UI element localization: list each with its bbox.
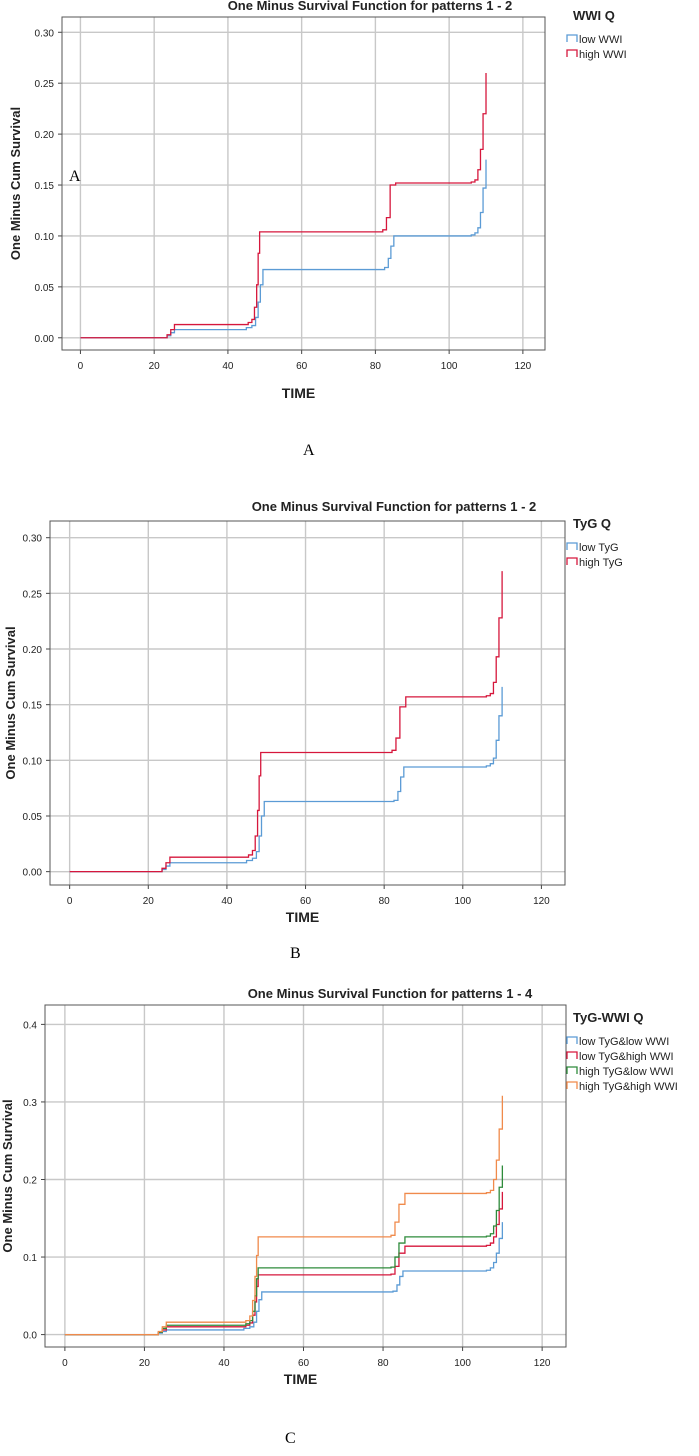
legend-swatch	[566, 542, 578, 550]
panel-caption-b: B	[290, 945, 301, 962]
survival-chart-a: One Minus Survival Function for patterns…	[8, 0, 627, 401]
x-tick-label: 120	[515, 361, 532, 372]
legend-title: TyG-WWI Q	[573, 1010, 644, 1025]
legend-item: high TyG	[579, 557, 623, 569]
x-tick-label: 100	[441, 361, 458, 372]
legend-swatch	[566, 1066, 578, 1074]
panel-caption-c: C	[285, 1430, 296, 1447]
x-tick-label: 0	[78, 361, 84, 372]
legend-item: high WWI	[579, 49, 627, 61]
series-line	[64, 1165, 504, 1336]
survival-chart-b: One Minus Survival Function for patterns…	[3, 499, 623, 925]
plot-frame	[44, 1004, 567, 1348]
legend-swatch	[566, 557, 578, 565]
y-tick-label: 0.20	[23, 645, 43, 656]
x-axis-label: TIME	[282, 385, 315, 401]
y-tick-label: 0.15	[35, 181, 55, 192]
y-tick-label: 0.10	[23, 756, 43, 767]
chart-panel-a: One Minus Survival Function for patterns…	[0, 0, 699, 470]
chart-panel-b: One Minus Survival Function for patterns…	[0, 488, 699, 978]
y-axis-label: One Minus Cum Survival	[3, 626, 18, 779]
plot-frame	[61, 16, 546, 351]
y-tick-label: 0.05	[23, 812, 43, 823]
x-tick-label: 40	[222, 361, 234, 372]
x-tick-label: 80	[370, 361, 382, 372]
x-tick-label: 40	[221, 896, 233, 907]
y-axis-label: One Minus Cum Survival	[0, 1099, 15, 1252]
plot-frame	[49, 520, 566, 886]
chart-title: One Minus Survival Function for patterns…	[248, 986, 533, 1001]
x-tick-label: 80	[377, 1358, 389, 1369]
legend-title: WWI Q	[573, 8, 615, 23]
x-tick-label: 120	[534, 1358, 551, 1369]
legend-item: high TyG&low WWI	[579, 1066, 674, 1078]
x-tick-label: 60	[298, 1358, 310, 1369]
series-line	[80, 73, 487, 339]
y-tick-label: 0.2	[23, 1175, 37, 1186]
legend-item: low TyG&high WWI	[579, 1051, 674, 1063]
y-tick-label: 0.30	[23, 534, 43, 545]
y-tick-label: 0.05	[35, 283, 55, 294]
series-line	[69, 571, 503, 873]
legend-swatch	[566, 1036, 578, 1044]
legend-swatch	[566, 1051, 578, 1059]
y-tick-label: 0.3	[23, 1098, 37, 1109]
legend-swatch	[566, 34, 578, 42]
x-axis-label: TIME	[286, 909, 319, 925]
y-axis-label: One Minus Cum Survival	[8, 107, 23, 260]
y-tick-label: 0.20	[35, 130, 55, 141]
series-line	[64, 1095, 504, 1336]
x-tick-label: 20	[139, 1358, 151, 1369]
chart-title: One Minus Survival Function for patterns…	[228, 0, 513, 13]
series-line	[64, 1191, 504, 1336]
series-line	[80, 159, 487, 339]
panel-inset-label-a: A	[69, 168, 81, 185]
x-tick-label: 20	[149, 361, 161, 372]
panel-caption-a: A	[303, 442, 315, 459]
y-tick-label: 0.00	[23, 868, 43, 879]
x-axis-label: TIME	[284, 1371, 317, 1387]
legend-title: TyG Q	[573, 516, 611, 531]
legend-item: high TyG&high WWI	[579, 1081, 678, 1093]
y-tick-label: 0.10	[35, 232, 55, 243]
chart-panel-c: One Minus Survival Function for patterns…	[0, 980, 699, 1456]
legend-item: low TyG	[579, 542, 619, 554]
x-tick-label: 60	[300, 896, 312, 907]
legend-swatch	[566, 49, 578, 57]
y-tick-label: 0.25	[23, 589, 43, 600]
x-tick-label: 120	[533, 896, 550, 907]
y-tick-label: 0.30	[35, 28, 55, 39]
x-tick-label: 0	[67, 896, 73, 907]
series-line	[64, 1222, 504, 1336]
legend-swatch	[566, 1081, 578, 1089]
x-tick-label: 60	[296, 361, 308, 372]
y-tick-label: 0.15	[23, 701, 43, 712]
x-tick-label: 80	[379, 896, 391, 907]
x-tick-label: 40	[218, 1358, 230, 1369]
survival-chart-c: One Minus Survival Function for patterns…	[0, 986, 678, 1387]
y-tick-label: 0.00	[35, 334, 55, 345]
x-tick-label: 0	[62, 1358, 68, 1369]
y-tick-label: 0.0	[23, 1331, 37, 1342]
y-tick-label: 0.1	[23, 1253, 37, 1264]
y-tick-label: 0.25	[35, 79, 55, 90]
legend-item: low WWI	[579, 34, 622, 46]
x-tick-label: 100	[454, 896, 471, 907]
x-tick-label: 100	[454, 1358, 471, 1369]
chart-title: One Minus Survival Function for patterns…	[252, 499, 537, 514]
y-tick-label: 0.4	[23, 1020, 37, 1031]
series-line	[69, 686, 503, 873]
x-tick-label: 20	[143, 896, 155, 907]
legend-item: low TyG&low WWI	[579, 1036, 669, 1048]
